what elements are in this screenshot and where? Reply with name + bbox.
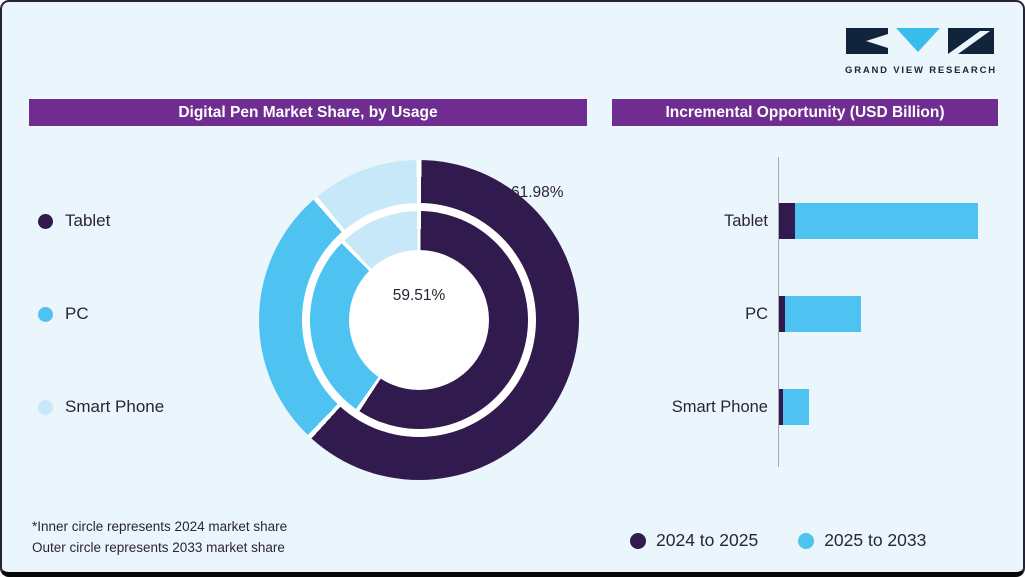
outer-ring-value-label: 61.98% <box>511 184 564 201</box>
bar-segment-2025-2033 <box>785 296 861 332</box>
bar-segment-2024-2025 <box>779 296 785 332</box>
bar-row: Tablet <box>612 203 978 239</box>
bar-axis-line <box>778 157 779 467</box>
inner-ring-value-label: 59.51% <box>392 287 446 304</box>
left-panel-title: Digital Pen Market Share, by Usage <box>29 99 587 126</box>
smart-phone-legend-label: Smart Phone <box>65 397 165 416</box>
bar-segment-2024-2025 <box>779 203 795 239</box>
bar-chart: Tablet PC Smart Phone <box>612 157 1004 467</box>
footnote: *Inner circle represents 2024 market sha… <box>32 516 287 558</box>
smart-phone-legend-swatch <box>38 399 53 415</box>
tablet-legend-swatch <box>38 213 53 229</box>
gvr-logo-mark <box>846 28 994 54</box>
bar-category-label: PC <box>745 304 768 323</box>
brand-name: GRAND VIEW RESEARCH <box>845 65 997 76</box>
bar-segment-2025-2033 <box>795 203 978 239</box>
legend-swatch-2025-to-2033 <box>798 532 815 549</box>
legend-label-2025-to-2033: 2025 to 2033 <box>824 530 927 550</box>
bar-pair <box>779 203 978 239</box>
bar-row: PC <box>612 296 861 332</box>
donut-center-hole <box>349 250 489 390</box>
right-panel-title: Incremental Opportunity (USD Billion) <box>612 99 998 126</box>
tablet-legend-label: Tablet <box>65 211 111 230</box>
pc-legend-label: PC <box>65 304 89 323</box>
bar-category-label: Tablet <box>723 211 768 230</box>
donut-legend-item-smart-phone: Smart Phone <box>38 394 164 420</box>
bar-segment-2025-2033 <box>783 389 809 425</box>
bar-pair <box>779 389 809 425</box>
bar-legend: 2024 to 2025 2025 to 2033 <box>630 530 926 551</box>
bar-segment-2024-2025 <box>779 389 783 425</box>
donut-legend-item-pc: PC <box>38 301 89 327</box>
donut-legend-item-tablet: Tablet <box>38 208 110 234</box>
brand-logo: GRAND VIEW RESEARCH <box>845 28 995 76</box>
pc-legend-swatch <box>38 306 53 322</box>
footnote-line-2: Outer circle represents 2033 market shar… <box>32 540 285 555</box>
legend-item-2024-to-2025: 2024 to 2025 <box>630 530 758 551</box>
bar-category-label: Smart Phone <box>671 397 768 416</box>
bar-pair <box>779 296 861 332</box>
legend-item-2025-to-2033: 2025 to 2033 <box>798 530 926 551</box>
legend-swatch-2024-to-2025 <box>630 532 646 549</box>
bar-row: Smart Phone <box>612 389 809 425</box>
donut-chart: 59.51% 61.98% <box>259 160 579 480</box>
legend-label-2024-to-2025: 2024 to 2025 <box>656 530 759 550</box>
footnote-line-1: *Inner circle represents 2024 market sha… <box>32 519 288 534</box>
